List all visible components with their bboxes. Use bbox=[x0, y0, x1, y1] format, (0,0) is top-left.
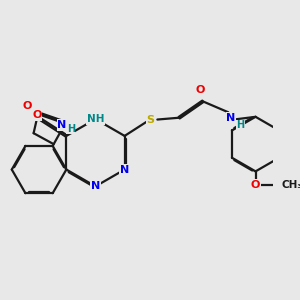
Text: NH: NH bbox=[87, 114, 104, 124]
Text: O: O bbox=[195, 85, 205, 94]
Text: O: O bbox=[22, 101, 32, 111]
Text: H: H bbox=[67, 124, 75, 134]
Text: O: O bbox=[33, 110, 42, 120]
Text: H: H bbox=[236, 120, 244, 130]
Text: N: N bbox=[120, 164, 129, 175]
Text: N: N bbox=[226, 113, 236, 123]
Text: S: S bbox=[146, 115, 154, 124]
Text: N: N bbox=[57, 120, 66, 130]
Text: O: O bbox=[251, 180, 260, 190]
Text: N: N bbox=[91, 182, 100, 191]
Text: CH₃: CH₃ bbox=[281, 180, 300, 190]
